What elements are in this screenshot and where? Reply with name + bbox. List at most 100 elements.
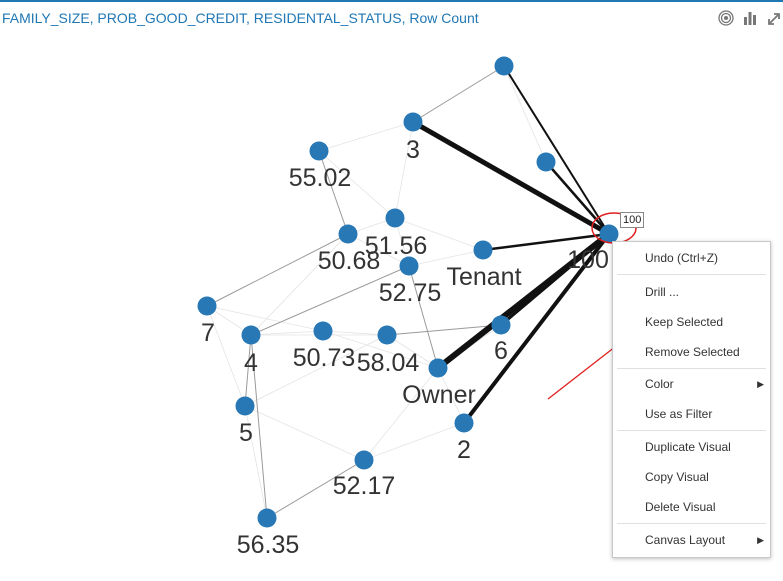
graph-edge: [408, 265, 439, 369]
graph-edge: [412, 65, 505, 123]
graph-edge: [266, 459, 365, 519]
graph-node-label: 6: [494, 337, 508, 365]
value-tooltip: 100: [620, 212, 645, 228]
graph-edge: [206, 233, 349, 307]
graph-node-n5068[interactable]: [338, 224, 358, 244]
graph-node-label: 55.02: [289, 164, 352, 192]
graph-edge-strong: [503, 65, 610, 235]
graph-node-n5[interactable]: [235, 396, 255, 416]
menu-item-label: Delete Visual: [645, 500, 716, 514]
menu-item-color[interactable]: Color ▶: [613, 373, 770, 395]
graph-node-n5635[interactable]: [257, 508, 277, 528]
graph-edge: [394, 121, 414, 219]
menu-item-label: Duplicate Visual: [645, 440, 731, 454]
menu-item-canvas-layout[interactable]: Canvas Layout ▶: [613, 529, 770, 551]
graph-edge: [394, 217, 484, 251]
graph-node-n5217[interactable]: [354, 450, 374, 470]
graph-edge-strong: [436, 231, 611, 371]
graph-node-n100[interactable]: [599, 224, 619, 244]
menu-item-undo[interactable]: Undo (Ctrl+Z): [613, 247, 770, 269]
submenu-arrow-icon: ▶: [757, 379, 764, 389]
graph-node-n1[interactable]: [494, 56, 514, 76]
graph-node-nowner[interactable]: [428, 358, 448, 378]
graph-node-n5073[interactable]: [313, 321, 333, 341]
graph-edge: [206, 305, 246, 407]
graph-node-label: 50.73: [293, 344, 356, 372]
graph-edge: [318, 150, 396, 219]
expand-icon[interactable]: [765, 9, 783, 27]
menu-item-copy-visual[interactable]: Copy Visual: [613, 466, 770, 488]
graph-edge: [503, 65, 547, 163]
graph-edge: [318, 121, 414, 152]
menu-item-remove-selected[interactable]: Remove Selected: [613, 341, 770, 363]
graph-node-n4[interactable]: [241, 325, 261, 345]
menu-item-label: Undo (Ctrl+Z): [645, 251, 719, 265]
menu-item-label: Canvas Layout: [645, 533, 726, 547]
graph-node-label: 58.04: [357, 349, 420, 377]
menu-item-use-as-filter[interactable]: Use as Filter: [613, 403, 770, 425]
graph-node-label: 4: [244, 349, 258, 377]
graph-edge: [244, 405, 365, 461]
graph-node-label: 3: [406, 136, 420, 164]
menu-item-keep-selected[interactable]: Keep Selected: [613, 311, 770, 333]
menu-item-label: Copy Visual: [645, 470, 709, 484]
menu-separator: [617, 274, 766, 275]
visual-title: FAMILY_SIZE, PROB_GOOD_CREDIT, RESIDENTA…: [2, 10, 479, 26]
bar-chart-icon[interactable]: [741, 9, 759, 27]
submenu-arrow-icon: ▶: [757, 535, 764, 545]
target-icon[interactable]: [717, 9, 735, 27]
visual-toolbar: [717, 9, 783, 27]
graph-node-label: 51.56: [365, 232, 428, 260]
graph-edge-strong: [411, 119, 611, 237]
graph-edge: [250, 265, 410, 336]
graph-node-n5275[interactable]: [399, 256, 419, 276]
graph-edge: [363, 367, 439, 461]
graph-node-n6[interactable]: [491, 315, 511, 335]
graph-node-label: Owner: [402, 381, 476, 409]
graph-edge: [244, 334, 388, 407]
graph-edge: [318, 150, 349, 235]
graph-node-n3[interactable]: [403, 112, 423, 132]
graph-node-nb[interactable]: [536, 152, 556, 172]
menu-item-label: Use as Filter: [645, 407, 713, 421]
graph-node-n5804[interactable]: [377, 325, 397, 345]
graph-node-label: 5: [239, 419, 253, 447]
graph-edge: [408, 249, 484, 267]
graph-edge: [437, 367, 465, 424]
menu-item-label: Drill ...: [645, 285, 679, 299]
graph-node-label: Tenant: [446, 263, 521, 291]
graph-node-n5502[interactable]: [309, 141, 329, 161]
graph-node-label: 2: [457, 436, 471, 464]
menu-separator: [617, 368, 766, 369]
graph-edge: [386, 324, 502, 336]
menu-item-label: Remove Selected: [645, 345, 740, 359]
graph-edge: [322, 330, 388, 336]
graph-edge: [206, 305, 324, 332]
graph-edge-strong: [482, 232, 610, 252]
visual-top-border: [0, 0, 783, 2]
graph-edge: [363, 422, 465, 461]
menu-item-delete-visual[interactable]: Delete Visual: [613, 496, 770, 518]
graph-edge: [244, 405, 268, 519]
graph-edge-strong: [462, 232, 611, 425]
graph-edge-strong: [545, 161, 610, 235]
graph-node-label: 100: [567, 246, 609, 274]
graph-node-ntenant[interactable]: [473, 240, 493, 260]
graph-node-n2[interactable]: [454, 413, 474, 433]
menu-item-label: Color: [645, 377, 674, 391]
graph-edge: [250, 233, 349, 336]
menu-item-duplicate-visual[interactable]: Duplicate Visual: [613, 436, 770, 458]
graph-node-label: 50.68: [318, 247, 381, 275]
menu-separator: [617, 430, 766, 431]
graph-node-n5156[interactable]: [385, 208, 405, 228]
graph-node-label: 52.75: [379, 279, 442, 307]
menu-item-drill[interactable]: Drill ...: [613, 281, 770, 303]
graph-node-label: 52.17: [333, 472, 396, 500]
graph-edge: [244, 334, 252, 407]
graph-edge: [386, 334, 439, 369]
graph-node-n7[interactable]: [197, 296, 217, 316]
menu-item-label: Keep Selected: [645, 315, 724, 329]
graph-edge: [250, 334, 268, 519]
graph-edge: [250, 330, 324, 336]
